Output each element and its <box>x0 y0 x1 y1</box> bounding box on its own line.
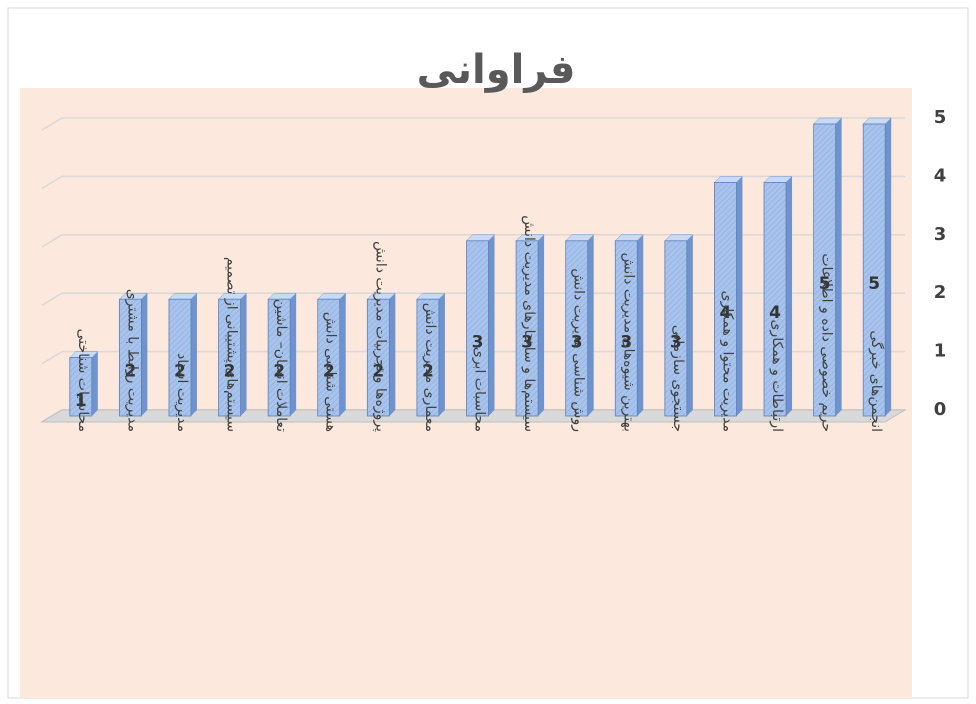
bar <box>565 240 589 417</box>
x-tick-label: پروژه‌ها و تجربیات مدیریت دانش <box>372 241 388 432</box>
data-label: 4 <box>769 303 781 323</box>
y-tick-label: 1 <box>934 341 947 362</box>
bar <box>862 123 886 417</box>
x-tick-label: هستی شناسی دانش <box>323 312 339 432</box>
bar <box>218 298 241 417</box>
bar-side <box>141 293 148 416</box>
bar-side <box>736 176 743 416</box>
bar-side <box>240 293 247 416</box>
bar <box>416 298 440 417</box>
data-label: 2 <box>224 362 236 382</box>
bar-side <box>835 118 842 416</box>
x-tick-label: معماری مدیریت دانش <box>422 303 438 432</box>
chart-title: فراوانی <box>417 47 576 93</box>
bar <box>69 357 93 417</box>
x-tick-label: مدیریت اسناد <box>174 353 190 432</box>
data-label: 3 <box>571 332 583 352</box>
x-tick-label: انجمن‌های خبرگی <box>868 330 885 432</box>
x-tick-label: محاسبات ابری <box>472 347 488 432</box>
data-label: 1 <box>75 391 87 411</box>
bar-side <box>686 234 693 416</box>
bar <box>813 123 837 417</box>
data-label: 2 <box>174 362 186 382</box>
bar-side <box>389 293 396 416</box>
data-label: 3 <box>521 332 533 352</box>
bar-side <box>885 118 892 416</box>
bar-side <box>786 176 793 416</box>
y-tick-label: 4 <box>934 165 947 186</box>
data-label: 2 <box>323 362 335 382</box>
bar-side <box>488 234 495 416</box>
x-tick-label: محاسبات شناختی <box>75 329 91 432</box>
bar-side <box>190 293 197 416</box>
x-tick-label: حریم خصوصی داده و اطلاعات <box>819 253 835 432</box>
bar-side <box>438 293 445 416</box>
data-label: 2 <box>372 362 384 382</box>
bar <box>168 298 192 417</box>
data-label: 3 <box>620 332 632 352</box>
data-label: 2 <box>273 362 285 382</box>
bar-side <box>290 293 297 416</box>
data-label: 5 <box>819 274 831 294</box>
bar <box>267 298 291 417</box>
data-label: 3 <box>472 332 484 352</box>
x-tick-label: ارتباطات و همکاری <box>769 320 785 432</box>
y-tick-label: 0 <box>934 399 947 420</box>
bar <box>515 240 539 417</box>
bar <box>714 181 737 417</box>
bar-side <box>339 293 346 416</box>
x-tick-label: تعاملات انسان– ماشین <box>273 299 289 432</box>
data-label: 2 <box>124 362 136 382</box>
data-label: 2 <box>422 362 434 382</box>
bar-side <box>587 234 594 416</box>
grid-line <box>41 117 905 131</box>
x-tick-label: مدیریت محتوا و همکاری <box>719 291 735 432</box>
bar <box>614 240 638 417</box>
y-tick-label: 2 <box>934 282 947 303</box>
x-tick-label: بهترین شیوه‌های مدیریت دانش <box>620 253 636 432</box>
data-label: 3 <box>670 332 682 352</box>
data-label: 5 <box>868 274 880 294</box>
x-tick-label: روش شناسی مدیریت دانش <box>571 268 587 432</box>
bar-side <box>538 234 545 416</box>
grid-line <box>41 175 905 190</box>
x-tick-label: سیستم‌های پشتیبانی از تصمیم <box>224 257 240 432</box>
bar <box>366 298 390 417</box>
data-label: 4 <box>720 303 732 323</box>
bar-side <box>637 234 644 416</box>
x-tick-label: مدیریت روابط با مشتری <box>124 289 140 432</box>
bar <box>317 298 341 417</box>
bar <box>763 181 787 417</box>
x-tick-label: سیستم‌ها و ساختارهای مدیریت دانش <box>521 215 537 432</box>
y-tick-label: 5 <box>934 107 947 128</box>
bar <box>664 240 688 417</box>
bar <box>118 298 142 417</box>
bar-side <box>91 351 98 416</box>
y-tick-label: 3 <box>934 224 947 245</box>
x-tick-label: جستجوی سازمانی <box>670 325 686 432</box>
bar <box>466 240 489 417</box>
